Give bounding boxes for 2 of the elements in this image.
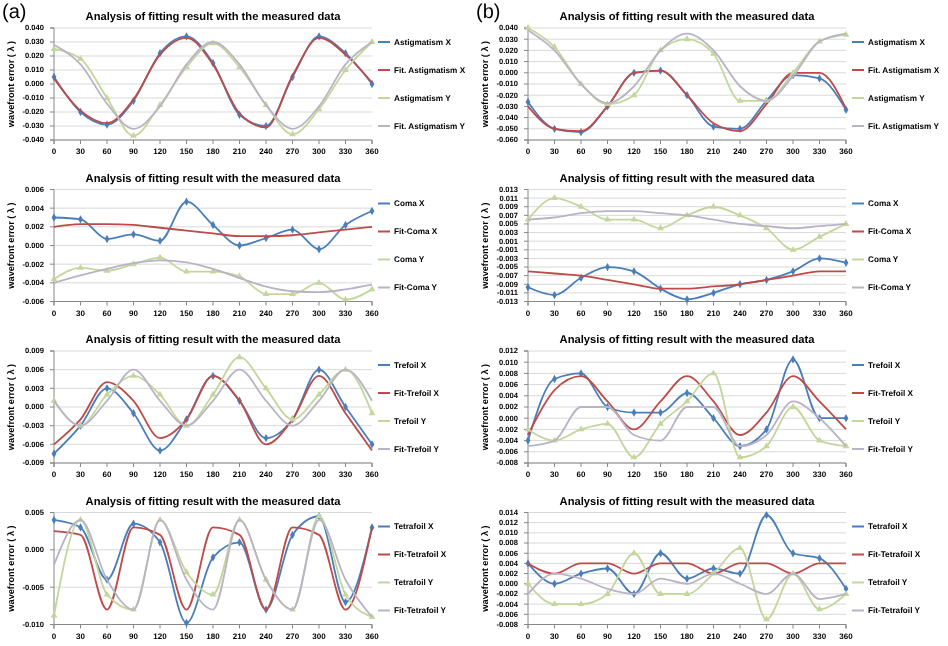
text: (b) <box>476 2 501 24</box>
text: (a) <box>2 2 27 24</box>
